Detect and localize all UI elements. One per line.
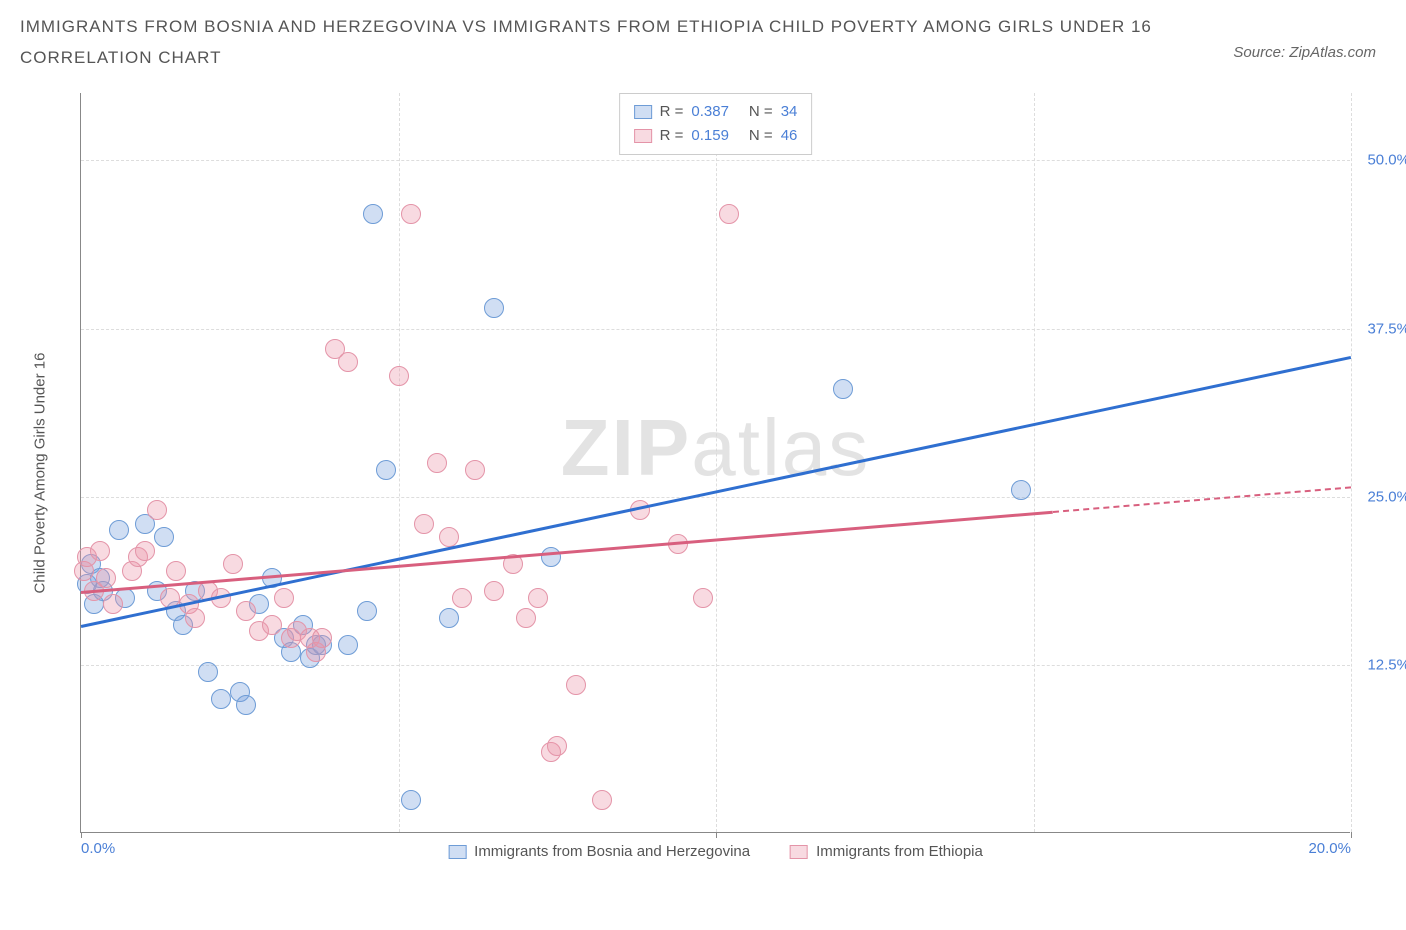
scatter-point-ethiopia — [719, 204, 739, 224]
gridline-vertical — [1034, 93, 1035, 832]
scatter-point-ethiopia — [103, 594, 123, 614]
legend-swatch — [634, 129, 652, 143]
legend-swatch — [634, 105, 652, 119]
scatter-point-ethiopia — [427, 453, 447, 473]
legend-swatch — [448, 845, 466, 859]
r-value: 0.159 — [691, 124, 729, 148]
scatter-point-bosnia — [541, 547, 561, 567]
scatter-point-ethiopia — [465, 460, 485, 480]
scatter-point-ethiopia — [274, 588, 294, 608]
trend-line-extrapolated — [1052, 486, 1351, 513]
x-tick-label: 0.0% — [81, 840, 115, 857]
scatter-point-ethiopia — [147, 500, 167, 520]
scatter-point-ethiopia — [223, 554, 243, 574]
scatter-point-ethiopia — [439, 527, 459, 547]
scatter-point-ethiopia — [693, 588, 713, 608]
scatter-point-ethiopia — [185, 608, 205, 628]
n-value: 34 — [781, 100, 798, 124]
scatter-point-bosnia — [154, 527, 174, 547]
legend-stats-row-bosnia: R = 0.387 N = 34 — [634, 100, 798, 124]
scatter-point-bosnia — [211, 689, 231, 709]
chart-area: Child Poverty Among Girls Under 16 ZIPat… — [60, 93, 1380, 853]
scatter-point-ethiopia — [528, 588, 548, 608]
scatter-point-bosnia — [338, 635, 358, 655]
title-line-1: IMMIGRANTS FROM BOSNIA AND HERZEGOVINA V… — [20, 12, 1386, 43]
legend-bottom: Immigrants from Bosnia and Herzegovina Im… — [448, 843, 983, 860]
scatter-point-bosnia — [357, 601, 377, 621]
scatter-point-ethiopia — [566, 675, 586, 695]
n-label: N = — [749, 100, 773, 124]
legend-item-ethiopia: Immigrants from Ethiopia — [790, 843, 983, 860]
legend-stats-box: R = 0.387 N = 34 R = 0.159 N = 46 — [619, 93, 813, 155]
plot-region: ZIPatlas R =0.387N =34R =0.159N =46 Immi… — [80, 93, 1350, 833]
scatter-point-ethiopia — [262, 615, 282, 635]
y-tick-label: 37.5% — [1355, 320, 1406, 337]
watermark-bold: ZIP — [561, 403, 691, 492]
scatter-point-ethiopia — [135, 541, 155, 561]
scatter-point-bosnia — [376, 460, 396, 480]
chart-title-block: IMMIGRANTS FROM BOSNIA AND HERZEGOVINA V… — [20, 12, 1386, 73]
scatter-point-ethiopia — [389, 366, 409, 386]
source-name: ZipAtlas.com — [1289, 44, 1376, 61]
scatter-point-ethiopia — [547, 736, 567, 756]
scatter-point-ethiopia — [96, 568, 116, 588]
r-label: R = — [660, 100, 684, 124]
scatter-point-ethiopia — [236, 601, 256, 621]
n-label: N = — [749, 124, 773, 148]
legend-swatch — [790, 845, 808, 859]
gridline-vertical — [399, 93, 400, 832]
scatter-point-ethiopia — [414, 514, 434, 534]
legend-stats-row-ethiopia: R = 0.159 N = 46 — [634, 124, 798, 148]
scatter-point-ethiopia — [312, 628, 332, 648]
scatter-point-bosnia — [363, 204, 383, 224]
y-tick-label: 25.0% — [1355, 488, 1406, 505]
n-value: 46 — [781, 124, 798, 148]
scatter-point-ethiopia — [592, 790, 612, 810]
scatter-point-ethiopia — [516, 608, 536, 628]
x-tick-mark — [1351, 832, 1352, 838]
x-tick-label: 20.0% — [1308, 840, 1351, 857]
gridline-vertical — [716, 93, 717, 832]
scatter-point-bosnia — [109, 520, 129, 540]
scatter-point-bosnia — [198, 662, 218, 682]
r-value: 0.387 — [691, 100, 729, 124]
scatter-point-ethiopia — [338, 352, 358, 372]
legend-item-bosnia: Immigrants from Bosnia and Herzegovina — [448, 843, 750, 860]
x-tick-mark — [81, 832, 82, 838]
gridline-vertical — [1351, 93, 1352, 832]
scatter-point-bosnia — [439, 608, 459, 628]
scatter-point-ethiopia — [484, 581, 504, 601]
scatter-point-bosnia — [401, 790, 421, 810]
scatter-point-bosnia — [833, 379, 853, 399]
x-tick-mark — [716, 832, 717, 838]
scatter-point-ethiopia — [401, 204, 421, 224]
scatter-point-ethiopia — [90, 541, 110, 561]
legend-label: Immigrants from Bosnia and Herzegovina — [474, 843, 750, 860]
legend-label: Immigrants from Ethiopia — [816, 843, 983, 860]
source-prefix: Source: — [1233, 44, 1289, 61]
scatter-point-bosnia — [1011, 480, 1031, 500]
y-tick-label: 12.5% — [1355, 657, 1406, 674]
source-attribution: Source: ZipAtlas.com — [1233, 44, 1376, 61]
r-label: R = — [660, 124, 684, 148]
y-axis-label: Child Poverty Among Girls Under 16 — [32, 353, 49, 594]
scatter-point-ethiopia — [166, 561, 186, 581]
y-tick-label: 50.0% — [1355, 152, 1406, 169]
scatter-point-bosnia — [484, 298, 504, 318]
scatter-point-ethiopia — [452, 588, 472, 608]
title-line-2: CORRELATION CHART — [20, 43, 1386, 74]
scatter-point-bosnia — [236, 695, 256, 715]
